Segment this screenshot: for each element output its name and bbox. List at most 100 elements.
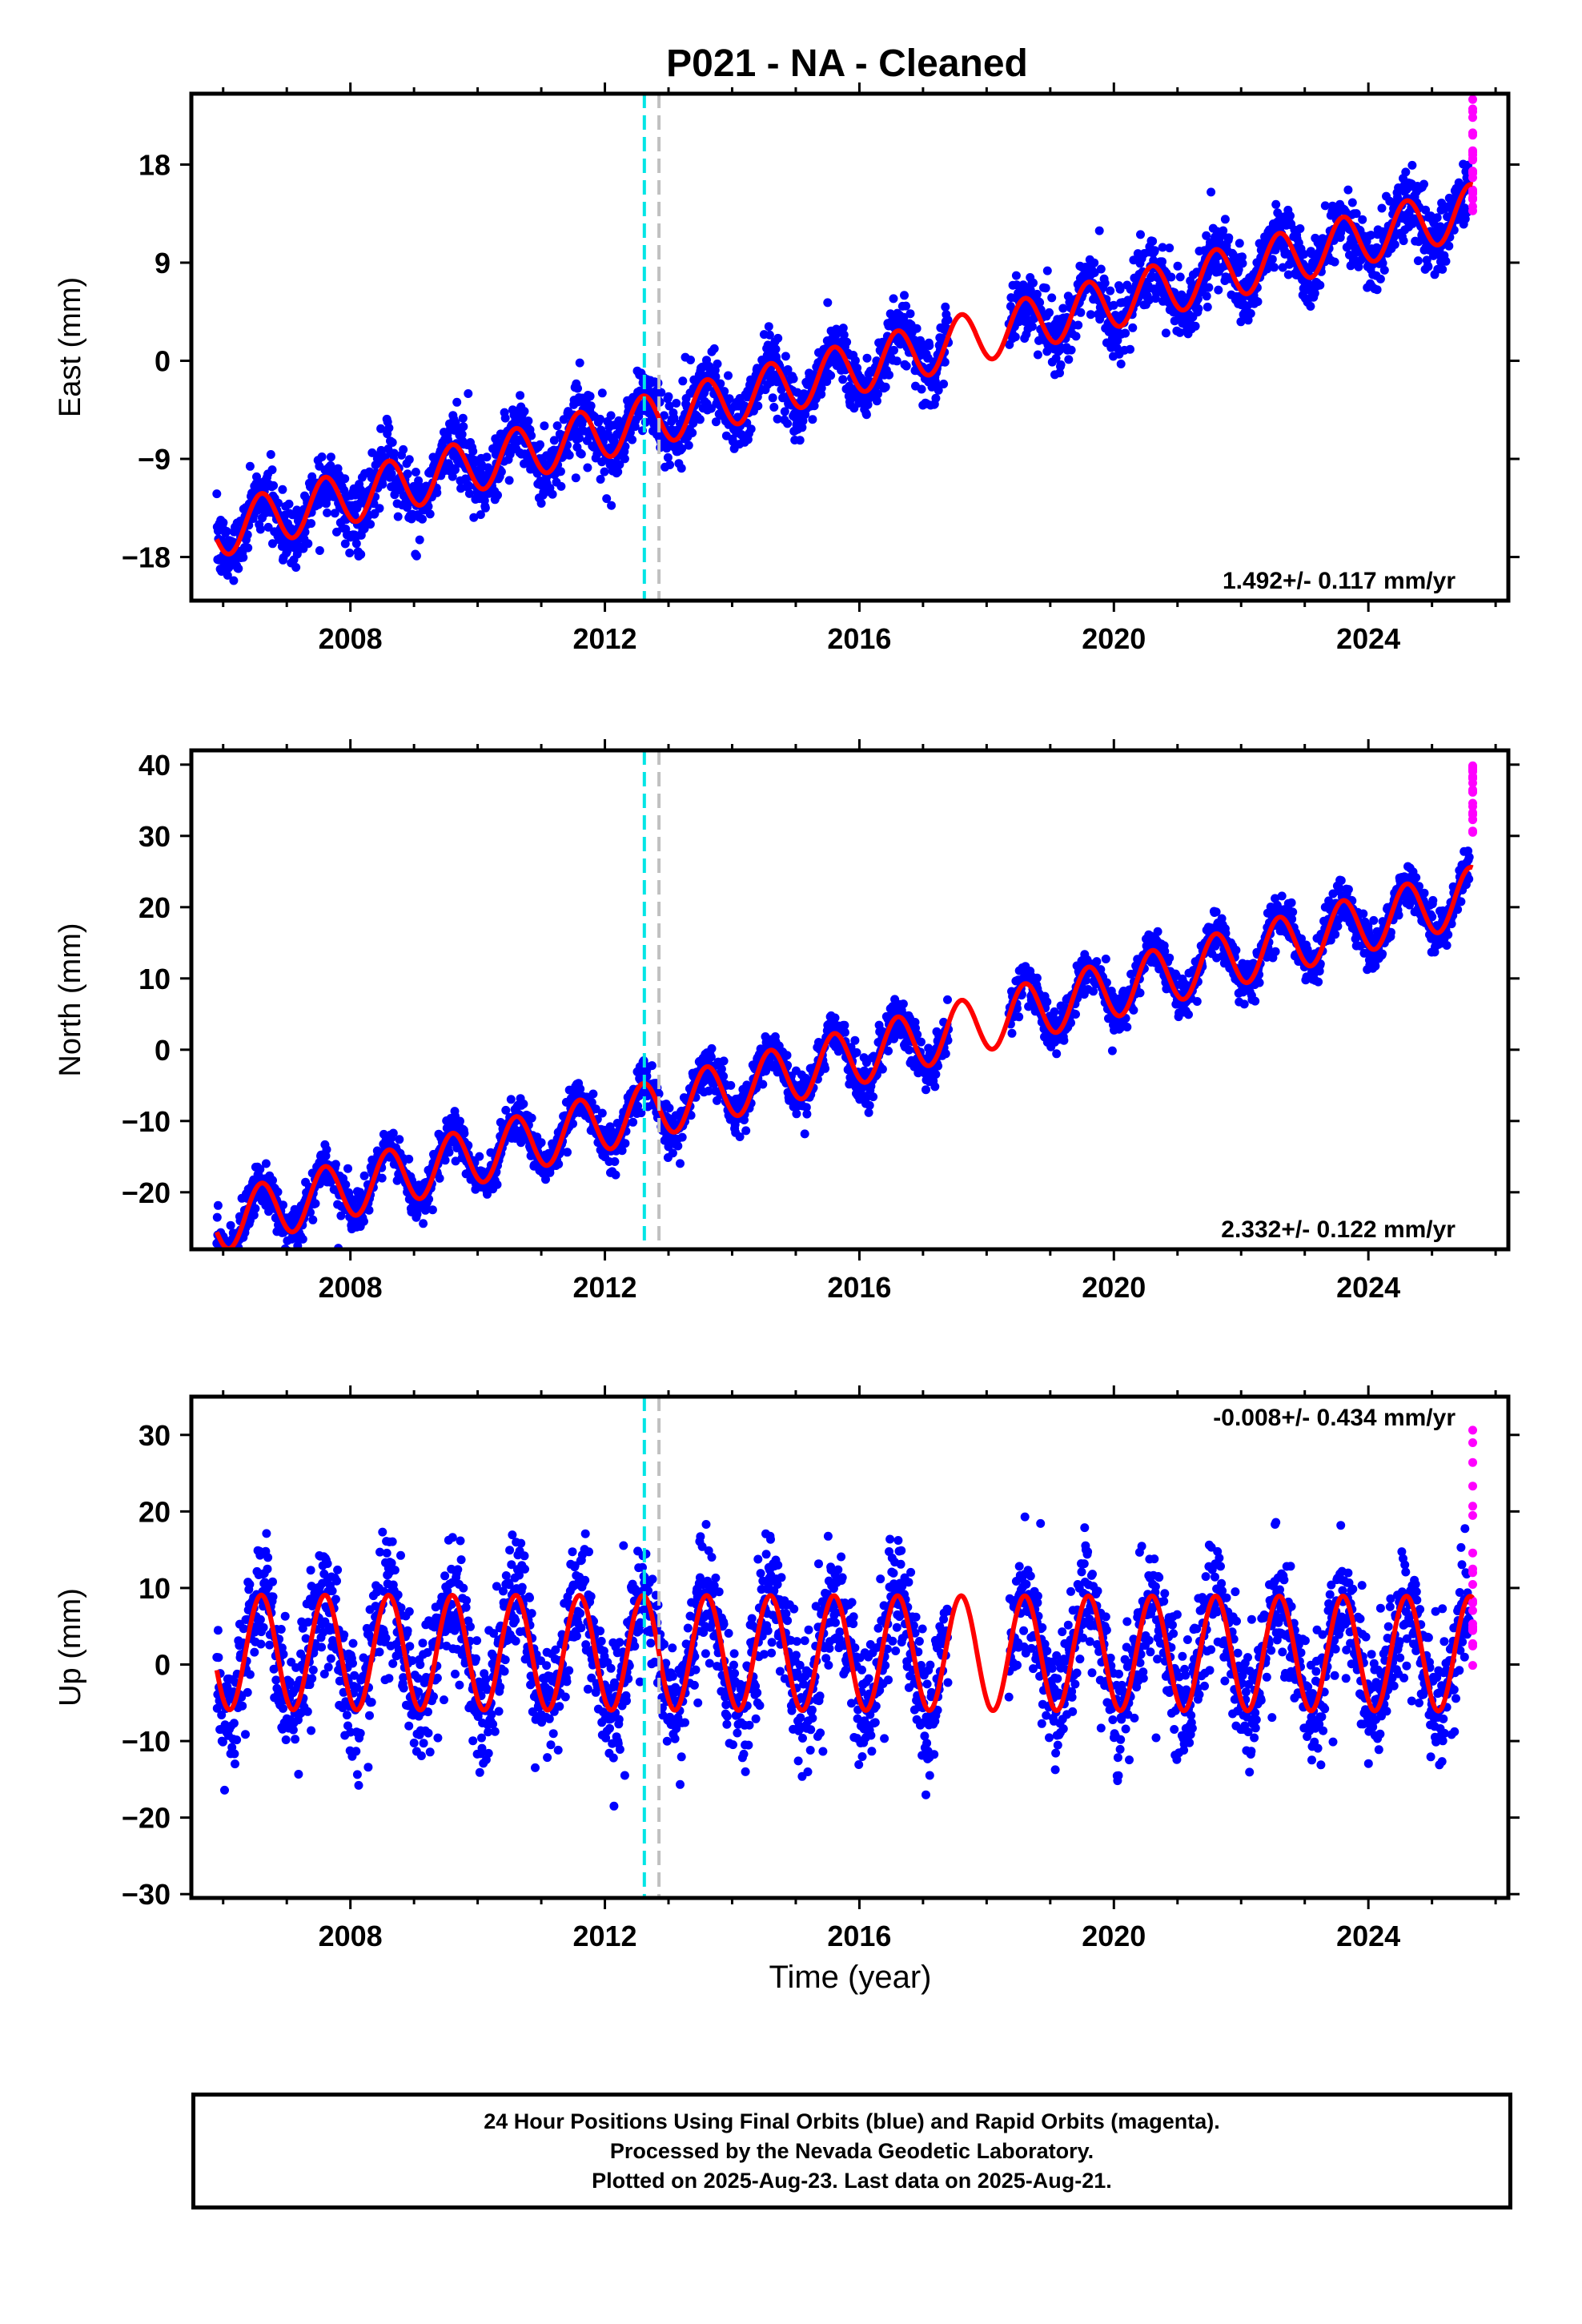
final-orbit-point xyxy=(764,322,773,332)
y-axis-label-east: East (mm) xyxy=(54,277,87,417)
final-orbit-point xyxy=(695,415,705,424)
rapid-orbit-point xyxy=(1468,131,1477,140)
final-orbit-point xyxy=(1238,252,1247,262)
final-orbit-point xyxy=(552,421,562,431)
final-orbit-point xyxy=(850,1035,860,1045)
final-orbit-point xyxy=(768,393,777,403)
final-orbit-point xyxy=(451,465,460,475)
final-orbit-point xyxy=(340,474,350,484)
final-orbit-point xyxy=(1379,265,1389,275)
final-orbit-point xyxy=(1407,160,1417,170)
final-orbit-point xyxy=(424,501,433,511)
final-orbit-point xyxy=(573,384,582,393)
final-orbit-point xyxy=(351,539,361,549)
final-orbit-point xyxy=(1224,233,1234,243)
final-orbit-point xyxy=(223,1263,232,1272)
final-orbit-point xyxy=(1432,213,1442,223)
final-orbit-point xyxy=(884,1046,893,1055)
final-orbit-point xyxy=(356,549,366,559)
final-orbit-point xyxy=(1192,997,1202,1006)
final-orbit-point xyxy=(1096,264,1106,274)
final-orbit-point xyxy=(808,415,817,424)
final-orbit-point xyxy=(425,509,435,519)
x-tick-label: 2024 xyxy=(1336,622,1400,655)
final-orbit-point xyxy=(1177,290,1186,300)
final-orbit-point xyxy=(411,468,420,476)
final-orbit-point xyxy=(1320,201,1330,211)
final-orbit-point xyxy=(459,422,468,432)
final-orbit-point xyxy=(341,1180,351,1189)
x-tick-label: 2020 xyxy=(1082,622,1146,655)
final-orbit-point xyxy=(308,1215,318,1224)
final-orbit-point xyxy=(758,1080,768,1089)
final-orbit-point xyxy=(575,433,584,443)
velocity-label-east: 1.492+/- 0.117 mm/yr xyxy=(1223,568,1456,594)
final-orbit-point xyxy=(243,543,253,553)
final-orbit-point xyxy=(634,412,644,421)
final-orbit-point xyxy=(1161,328,1170,338)
final-orbit-point xyxy=(482,452,492,462)
final-orbit-point xyxy=(476,510,485,520)
final-orbit-point xyxy=(384,423,394,432)
final-orbit-point xyxy=(673,1141,683,1151)
final-orbit-point xyxy=(403,469,412,479)
final-orbit-point xyxy=(245,461,255,471)
final-orbit-point xyxy=(1438,264,1447,274)
final-orbit-point xyxy=(1306,302,1315,311)
final-orbit-point xyxy=(226,1220,235,1230)
final-orbit-point xyxy=(1165,953,1174,963)
final-orbit-point xyxy=(1419,179,1428,189)
final-orbit-point xyxy=(536,499,546,508)
final-orbit-point xyxy=(628,435,637,444)
final-orbit-point xyxy=(213,1200,223,1210)
final-orbit-point xyxy=(826,371,836,380)
final-orbit-point xyxy=(596,475,605,484)
final-orbit-point xyxy=(464,481,474,491)
final-orbit-point xyxy=(520,407,529,416)
final-orbit-point xyxy=(527,431,536,440)
final-orbit-point xyxy=(1029,278,1038,287)
final-orbit-point xyxy=(664,392,673,401)
final-orbit-point xyxy=(1372,285,1382,295)
final-orbit-point xyxy=(576,449,586,459)
final-orbit-point xyxy=(1343,185,1353,195)
final-orbit-points-north xyxy=(212,846,1474,1272)
final-orbit-point xyxy=(917,1037,926,1047)
final-orbit-point xyxy=(516,391,525,400)
final-orbit-point xyxy=(456,1116,464,1126)
final-orbit-point xyxy=(711,372,721,381)
final-orbit-point xyxy=(1011,271,1021,280)
final-orbit-point xyxy=(939,380,949,388)
final-orbit-point xyxy=(725,394,734,404)
final-orbit-point xyxy=(660,411,669,420)
final-orbit-point xyxy=(376,424,386,433)
final-orbit-point xyxy=(404,455,414,464)
final-orbit-point xyxy=(792,1109,801,1119)
final-orbit-point xyxy=(492,1180,502,1189)
final-orbit-point xyxy=(311,1199,320,1208)
final-orbit-point xyxy=(556,481,566,491)
final-orbit-point xyxy=(769,403,779,412)
final-orbit-point xyxy=(709,344,719,353)
final-orbit-point xyxy=(1116,360,1126,368)
final-orbit-point xyxy=(773,414,782,424)
final-orbit-point xyxy=(852,1047,861,1057)
final-orbit-point xyxy=(359,1171,369,1180)
final-orbit-point xyxy=(1267,255,1277,264)
final-orbit-point xyxy=(1401,167,1411,177)
final-orbit-point xyxy=(713,359,722,368)
final-orbit-point xyxy=(1375,274,1385,283)
final-orbit-point xyxy=(885,370,893,380)
final-orbit-point xyxy=(628,1117,638,1127)
final-orbit-point xyxy=(387,438,397,447)
x-tick-label: 2016 xyxy=(827,622,891,655)
final-orbit-point xyxy=(1086,310,1095,320)
y-tick-label: −9 xyxy=(138,443,171,476)
final-orbit-point xyxy=(1283,270,1293,279)
final-orbit-point xyxy=(869,1092,878,1102)
final-orbit-point xyxy=(1092,957,1102,967)
final-orbit-point xyxy=(1246,309,1255,318)
final-orbit-point xyxy=(1158,243,1167,252)
final-orbit-point xyxy=(212,1212,222,1222)
final-orbit-point xyxy=(554,1160,564,1169)
